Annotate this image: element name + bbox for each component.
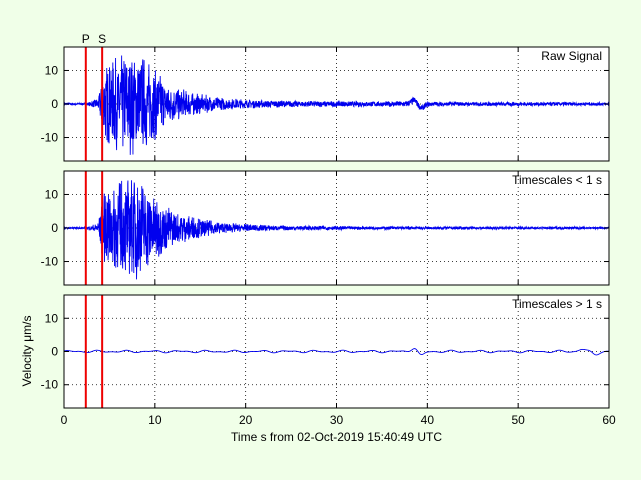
y-tick-label: -10: [41, 378, 59, 392]
y-tick-label: 10: [45, 311, 59, 325]
y-tick-label: 0: [51, 345, 58, 359]
y-tick-label: 10: [45, 63, 59, 77]
signal-trace: [63, 348, 610, 356]
x-tick-label: 10: [148, 413, 162, 427]
y-tick-label: -10: [41, 255, 59, 269]
panel-title: Timescales > 1 s: [512, 297, 602, 311]
y-tick-label: 0: [51, 221, 58, 235]
x-tick-label: 30: [330, 413, 344, 427]
panel-title: Raw Signal: [541, 49, 602, 63]
pick-label-s: S: [98, 32, 106, 46]
signal-trace: [63, 55, 610, 155]
pick-label-p: P: [82, 32, 90, 46]
x-tick-label: 40: [421, 413, 435, 427]
y-tick-label: 10: [45, 187, 59, 201]
x-tick-label: 60: [602, 413, 616, 427]
x-tick-label: 20: [239, 413, 253, 427]
y-axis-label: Velocity μm/s: [20, 316, 34, 387]
panel-1: -10 0 10 Raw Signal: [41, 46, 610, 162]
panel-2: -10 0 10 Timescales < 1 s: [41, 170, 610, 286]
x-axis-label: Time s from 02-Oct-2019 15:40:49 UTC: [231, 430, 442, 444]
panel-title: Timescales < 1 s: [512, 173, 602, 187]
y-tick-label: 0: [51, 97, 58, 111]
panel-3: -10 0 10 0 10 20 30 40 50 60 Timescales > 1 s: [41, 294, 616, 427]
x-tick-label: 50: [511, 413, 525, 427]
signal-trace: [63, 180, 610, 280]
y-tick-label: -10: [41, 131, 59, 145]
x-tick-label: 0: [61, 413, 68, 427]
